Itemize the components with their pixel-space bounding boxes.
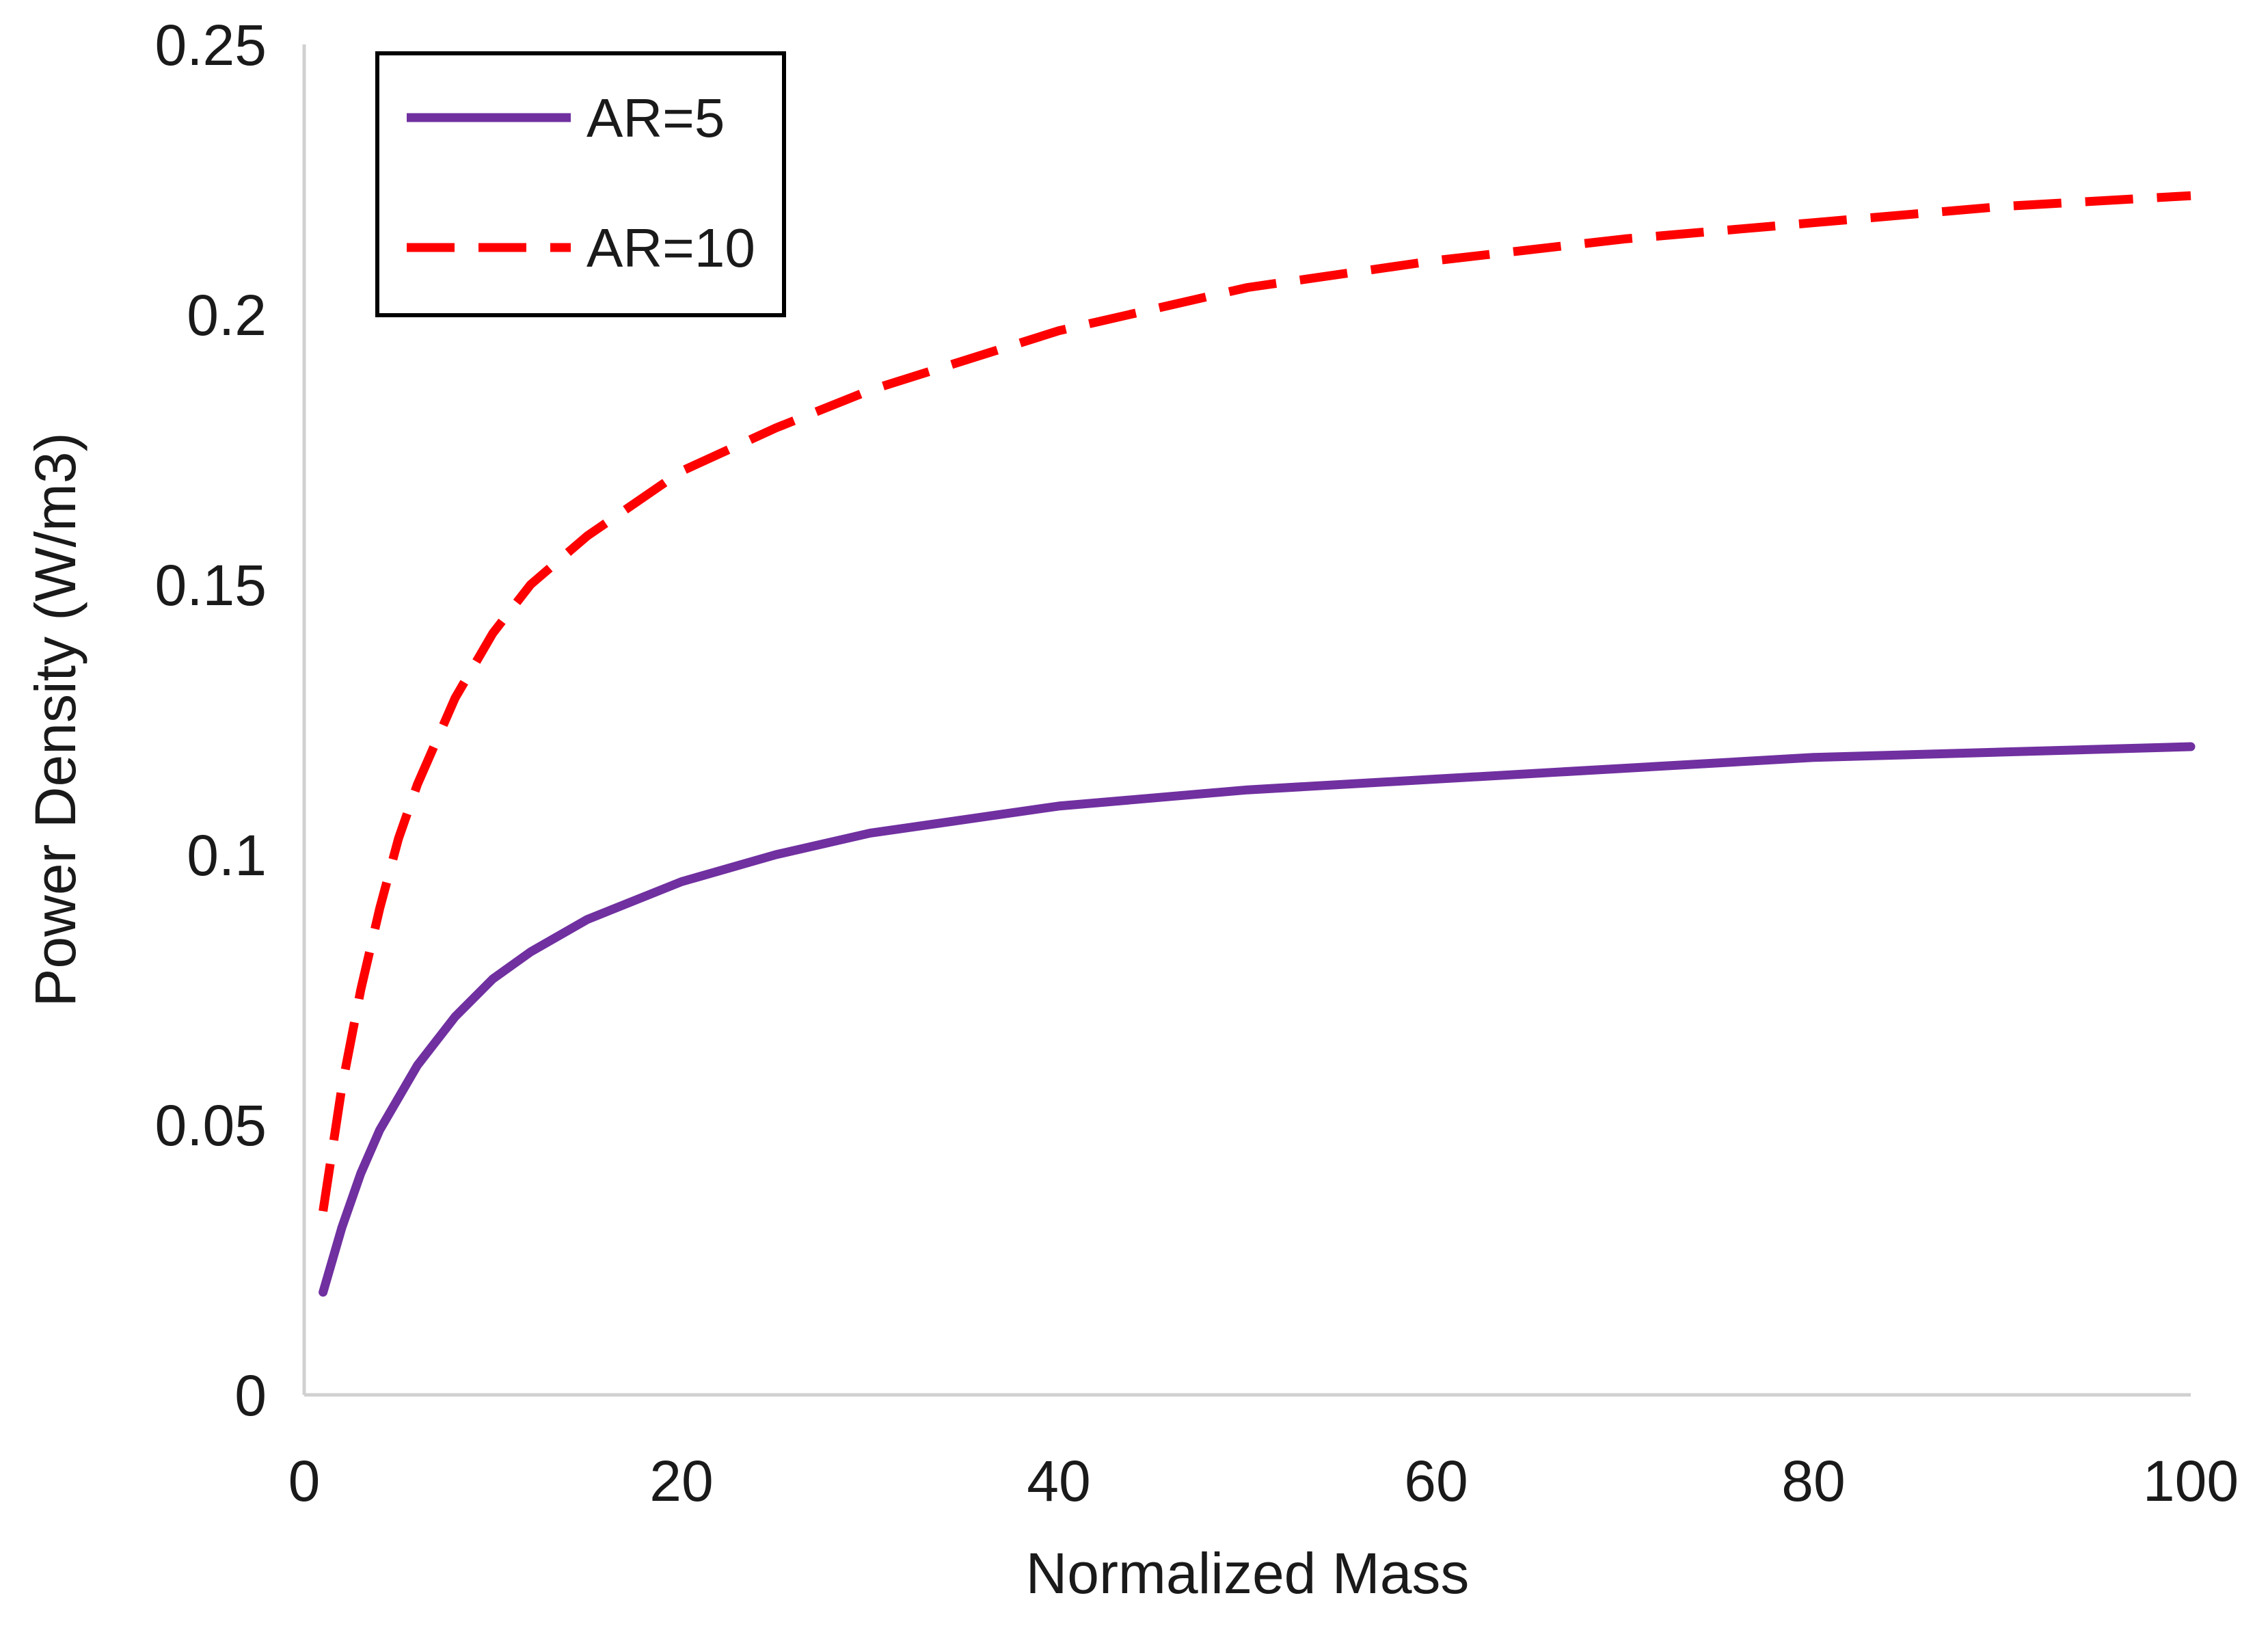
- x-tick-labels: 0 20 40 60 80 100: [288, 1449, 2239, 1513]
- y-tick-label: 0.15: [155, 553, 267, 617]
- series-layer: [319, 191, 2196, 1297]
- y-tick-label: 0.05: [155, 1093, 267, 1158]
- x-tick-label: 40: [1027, 1449, 1090, 1513]
- x-tick-label: 60: [1404, 1449, 1468, 1513]
- y-tick-label: 0.2: [187, 283, 267, 347]
- x-tick-label: 80: [1781, 1449, 1845, 1513]
- y-tick-label: 0.1: [187, 823, 267, 888]
- legend: AR=5 AR=10: [375, 51, 786, 317]
- series-line-ar5: [319, 742, 2196, 1297]
- x-tick-label: 20: [649, 1449, 713, 1513]
- y-tick-labels: 0 0.05 0.1 0.15 0.2 0.25: [155, 13, 267, 1428]
- x-tick-label: 100: [2143, 1449, 2239, 1513]
- y-axis-title: Power Density (W/m3): [23, 432, 87, 1006]
- legend-label-ar5: AR=5: [586, 88, 725, 148]
- legend-box: [375, 51, 786, 317]
- x-axis-title: Normalized Mass: [1026, 1541, 1470, 1605]
- x-tick-label: 0: [288, 1449, 321, 1513]
- y-tick-label: 0: [234, 1363, 267, 1428]
- series-line-ar10: [319, 191, 2191, 1212]
- legend-label-ar10: AR=10: [586, 217, 755, 278]
- y-tick-label: 0.25: [155, 13, 267, 77]
